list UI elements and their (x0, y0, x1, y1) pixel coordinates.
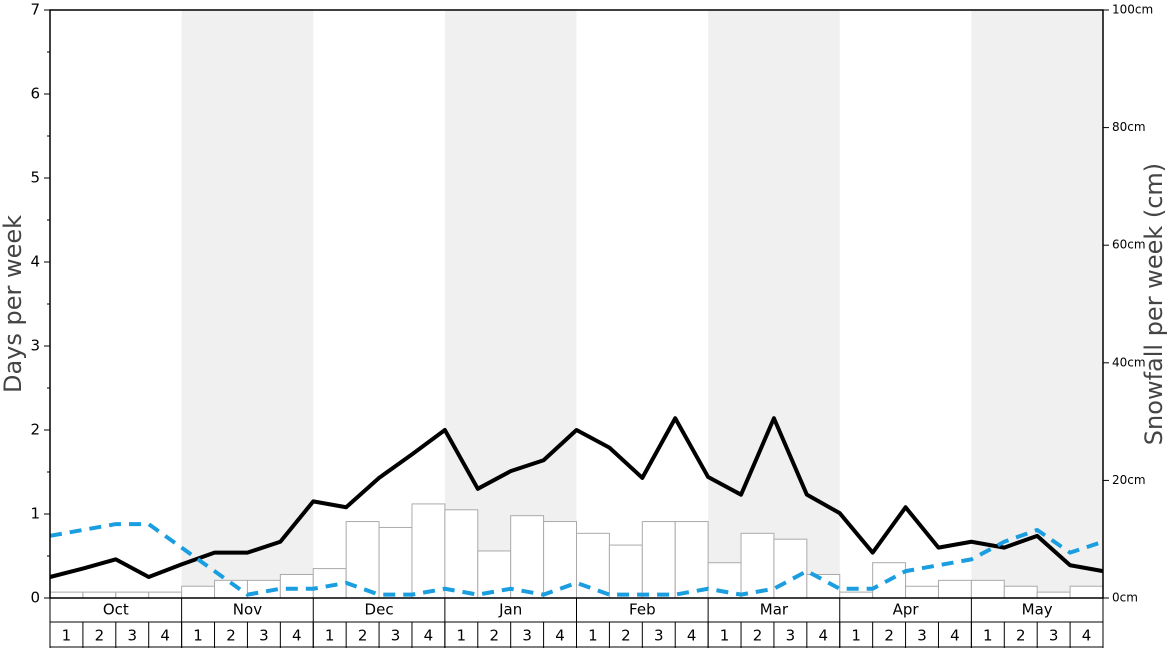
week-label: 2 (884, 627, 894, 645)
week-label: 1 (325, 627, 335, 645)
bar (576, 532, 610, 599)
week-label: 2 (1016, 627, 1026, 645)
y-tick-label: 2 (30, 421, 40, 439)
month-label: May (1022, 601, 1053, 619)
week-label: 3 (127, 627, 137, 645)
week-label: 1 (851, 627, 861, 645)
month-shade (181, 10, 314, 598)
week-label: 1 (983, 627, 993, 645)
y-tick-label: 4 (30, 253, 40, 271)
y2-tick-label: 80cm (1112, 120, 1146, 134)
bar (937, 579, 972, 599)
y2-tick-label: 60cm (1112, 238, 1146, 252)
month-label: Oct (103, 601, 129, 619)
bar (1003, 585, 1038, 599)
week-label: 4 (555, 627, 565, 645)
y-tick-label: 7 (30, 1, 40, 19)
week-label: 1 (457, 627, 467, 645)
bar (1069, 585, 1104, 599)
month-shade (444, 10, 577, 598)
bar (674, 521, 709, 599)
week-label: 4 (1082, 627, 1092, 645)
week-label: 1 (193, 627, 203, 645)
week-label: 3 (391, 627, 401, 645)
week-label: 2 (226, 627, 236, 645)
y2-axis-label: Snowfall per week (cm) (1140, 163, 1168, 445)
bar (905, 585, 939, 599)
bar (411, 503, 446, 599)
bar (608, 544, 643, 599)
week-label: 4 (950, 627, 960, 645)
week-label: 3 (654, 627, 664, 645)
bar (444, 509, 479, 599)
bar (1036, 591, 1071, 599)
week-label: 4 (687, 627, 697, 645)
bar (510, 515, 545, 599)
month-shade (708, 10, 840, 598)
bar (82, 591, 117, 599)
week-label: 2 (621, 627, 631, 645)
month-shade (971, 10, 1103, 598)
month-label: Nov (233, 601, 262, 619)
week-label: 1 (588, 627, 598, 645)
month-label: Mar (760, 601, 789, 619)
y2-tick-label: 20cm (1112, 473, 1146, 487)
line-series (49, 522, 1104, 597)
month-label: Feb (629, 601, 656, 619)
y2-tick-label: 40cm (1112, 355, 1146, 369)
week-label: 3 (786, 627, 796, 645)
y-tick-label: 5 (30, 169, 40, 187)
week-label: 3 (259, 627, 269, 645)
week-label: 2 (489, 627, 499, 645)
y2-tick-label: 0cm (1112, 591, 1138, 605)
week-label: 2 (95, 627, 105, 645)
bar (279, 573, 314, 599)
y-tick-label: 6 (30, 85, 40, 103)
bar (49, 591, 84, 599)
week-label: 4 (819, 627, 829, 645)
bar (181, 585, 216, 599)
line-series (49, 416, 1104, 579)
week-label: 1 (720, 627, 730, 645)
month-label: Dec (365, 601, 394, 619)
bar (312, 568, 347, 599)
y2-tick-label: 100cm (1112, 3, 1153, 17)
y-tick-label: 3 (30, 337, 40, 355)
week-label: 3 (1049, 627, 1059, 645)
month-label: Apr (893, 601, 920, 619)
week-label: 4 (160, 627, 170, 645)
bar (148, 591, 183, 599)
month-label: Jan (498, 601, 522, 619)
y-tick-label: 0 (30, 589, 40, 607)
week-label: 2 (358, 627, 368, 645)
bar (641, 521, 676, 599)
week-label: 2 (753, 627, 763, 645)
y-tick-label: 1 (30, 505, 40, 523)
week-label: 1 (62, 627, 72, 645)
bar (378, 526, 413, 599)
bar (839, 591, 874, 599)
bar (115, 591, 150, 599)
bar (740, 532, 775, 599)
week-label: 4 (292, 627, 302, 645)
bar (970, 579, 1005, 599)
y-axis-label: Days per week (0, 215, 27, 393)
week-label: 4 (424, 627, 434, 645)
bar (773, 538, 808, 599)
week-label: 3 (522, 627, 532, 645)
week-label: 3 (917, 627, 927, 645)
